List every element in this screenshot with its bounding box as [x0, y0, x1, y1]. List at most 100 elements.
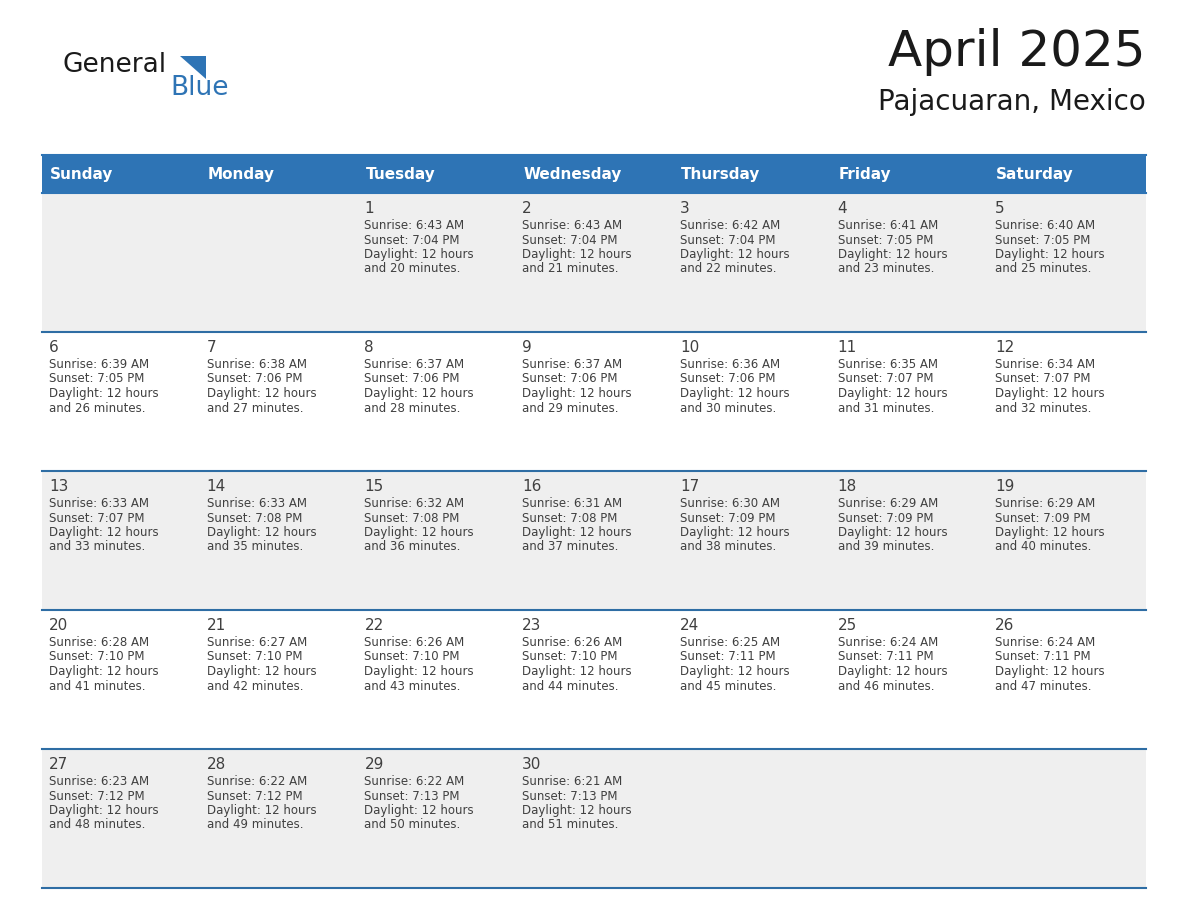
Text: Sunset: 7:04 PM: Sunset: 7:04 PM	[365, 233, 460, 247]
Text: Blue: Blue	[170, 75, 228, 101]
Bar	[672, 155, 830, 193]
Text: Sunset: 7:10 PM: Sunset: 7:10 PM	[207, 651, 302, 664]
Text: 13: 13	[49, 479, 69, 494]
Text: 18: 18	[838, 479, 857, 494]
Bar	[42, 471, 200, 610]
Text: Sunrise: 6:24 AM: Sunrise: 6:24 AM	[996, 636, 1095, 649]
Text: Sunrise: 6:28 AM: Sunrise: 6:28 AM	[49, 636, 150, 649]
Text: and 45 minutes.: and 45 minutes.	[680, 679, 776, 692]
Text: and 21 minutes.: and 21 minutes.	[523, 263, 619, 275]
Bar	[516, 610, 672, 749]
Text: Daylight: 12 hours: Daylight: 12 hours	[838, 248, 947, 261]
Text: 6: 6	[49, 340, 58, 355]
Text: and 33 minutes.: and 33 minutes.	[49, 541, 145, 554]
Bar	[830, 332, 988, 471]
Text: Daylight: 12 hours: Daylight: 12 hours	[365, 387, 474, 400]
Text: Saturday: Saturday	[997, 166, 1074, 182]
Text: and 49 minutes.: and 49 minutes.	[207, 819, 303, 832]
Text: Sunset: 7:10 PM: Sunset: 7:10 PM	[49, 651, 145, 664]
Text: 14: 14	[207, 479, 226, 494]
Bar	[200, 610, 358, 749]
Text: and 26 minutes.: and 26 minutes.	[49, 401, 145, 415]
Text: 15: 15	[365, 479, 384, 494]
Bar	[672, 193, 830, 332]
Text: Sunrise: 6:32 AM: Sunrise: 6:32 AM	[365, 497, 465, 510]
Text: Sunset: 7:12 PM: Sunset: 7:12 PM	[207, 789, 302, 802]
Text: Daylight: 12 hours: Daylight: 12 hours	[996, 526, 1105, 539]
Text: Daylight: 12 hours: Daylight: 12 hours	[996, 665, 1105, 678]
Text: Sunrise: 6:33 AM: Sunrise: 6:33 AM	[49, 497, 148, 510]
Text: Sunset: 7:08 PM: Sunset: 7:08 PM	[523, 511, 618, 524]
Bar	[200, 332, 358, 471]
Bar	[200, 155, 358, 193]
Text: 27: 27	[49, 757, 68, 772]
Bar	[200, 471, 358, 610]
Text: Sunset: 7:04 PM: Sunset: 7:04 PM	[523, 233, 618, 247]
Text: Daylight: 12 hours: Daylight: 12 hours	[838, 526, 947, 539]
Bar	[988, 193, 1146, 332]
Text: Daylight: 12 hours: Daylight: 12 hours	[680, 665, 790, 678]
Text: and 48 minutes.: and 48 minutes.	[49, 819, 145, 832]
Bar	[358, 332, 516, 471]
Bar	[988, 610, 1146, 749]
Text: and 50 minutes.: and 50 minutes.	[365, 819, 461, 832]
Bar	[672, 471, 830, 610]
Bar	[358, 749, 516, 888]
Text: April 2025: April 2025	[889, 28, 1146, 76]
Text: Sunrise: 6:26 AM: Sunrise: 6:26 AM	[365, 636, 465, 649]
Text: Daylight: 12 hours: Daylight: 12 hours	[207, 387, 316, 400]
Text: 4: 4	[838, 201, 847, 216]
Text: 21: 21	[207, 618, 226, 633]
Text: and 51 minutes.: and 51 minutes.	[523, 819, 619, 832]
Text: and 23 minutes.: and 23 minutes.	[838, 263, 934, 275]
Bar	[42, 332, 200, 471]
Text: 19: 19	[996, 479, 1015, 494]
Text: Daylight: 12 hours: Daylight: 12 hours	[207, 526, 316, 539]
Text: 10: 10	[680, 340, 699, 355]
Text: Sunset: 7:11 PM: Sunset: 7:11 PM	[996, 651, 1091, 664]
Text: Daylight: 12 hours: Daylight: 12 hours	[365, 248, 474, 261]
Text: Sunset: 7:06 PM: Sunset: 7:06 PM	[680, 373, 776, 386]
Text: Sunset: 7:06 PM: Sunset: 7:06 PM	[207, 373, 302, 386]
Text: and 29 minutes.: and 29 minutes.	[523, 401, 619, 415]
Bar	[358, 155, 516, 193]
Text: Daylight: 12 hours: Daylight: 12 hours	[365, 526, 474, 539]
Text: Daylight: 12 hours: Daylight: 12 hours	[365, 804, 474, 817]
Text: Sunrise: 6:34 AM: Sunrise: 6:34 AM	[996, 358, 1095, 371]
Text: Sunday: Sunday	[50, 166, 113, 182]
Text: and 47 minutes.: and 47 minutes.	[996, 679, 1092, 692]
Text: Sunset: 7:09 PM: Sunset: 7:09 PM	[996, 511, 1091, 524]
Text: and 28 minutes.: and 28 minutes.	[365, 401, 461, 415]
Text: Sunrise: 6:31 AM: Sunrise: 6:31 AM	[523, 497, 623, 510]
Text: Sunset: 7:05 PM: Sunset: 7:05 PM	[49, 373, 145, 386]
Text: Sunset: 7:09 PM: Sunset: 7:09 PM	[838, 511, 933, 524]
Text: and 46 minutes.: and 46 minutes.	[838, 679, 934, 692]
Text: Sunrise: 6:40 AM: Sunrise: 6:40 AM	[996, 219, 1095, 232]
Bar	[988, 471, 1146, 610]
Text: Sunrise: 6:37 AM: Sunrise: 6:37 AM	[523, 358, 623, 371]
Text: and 38 minutes.: and 38 minutes.	[680, 541, 776, 554]
Text: 22: 22	[365, 618, 384, 633]
Text: Sunrise: 6:38 AM: Sunrise: 6:38 AM	[207, 358, 307, 371]
Text: 9: 9	[523, 340, 532, 355]
Text: Sunrise: 6:27 AM: Sunrise: 6:27 AM	[207, 636, 307, 649]
Text: Daylight: 12 hours: Daylight: 12 hours	[523, 248, 632, 261]
Text: and 43 minutes.: and 43 minutes.	[365, 679, 461, 692]
Text: Daylight: 12 hours: Daylight: 12 hours	[523, 804, 632, 817]
Bar	[516, 193, 672, 332]
Bar	[830, 749, 988, 888]
Text: and 42 minutes.: and 42 minutes.	[207, 679, 303, 692]
Text: Sunrise: 6:26 AM: Sunrise: 6:26 AM	[523, 636, 623, 649]
Text: Sunset: 7:07 PM: Sunset: 7:07 PM	[838, 373, 933, 386]
Text: General: General	[62, 52, 166, 78]
Text: Daylight: 12 hours: Daylight: 12 hours	[207, 804, 316, 817]
Text: Daylight: 12 hours: Daylight: 12 hours	[523, 526, 632, 539]
Text: Sunset: 7:06 PM: Sunset: 7:06 PM	[365, 373, 460, 386]
Text: and 44 minutes.: and 44 minutes.	[523, 679, 619, 692]
Text: Sunset: 7:10 PM: Sunset: 7:10 PM	[523, 651, 618, 664]
Text: Daylight: 12 hours: Daylight: 12 hours	[680, 526, 790, 539]
Text: Daylight: 12 hours: Daylight: 12 hours	[680, 387, 790, 400]
Text: Sunrise: 6:29 AM: Sunrise: 6:29 AM	[996, 497, 1095, 510]
Text: Sunset: 7:05 PM: Sunset: 7:05 PM	[838, 233, 933, 247]
Bar	[516, 332, 672, 471]
